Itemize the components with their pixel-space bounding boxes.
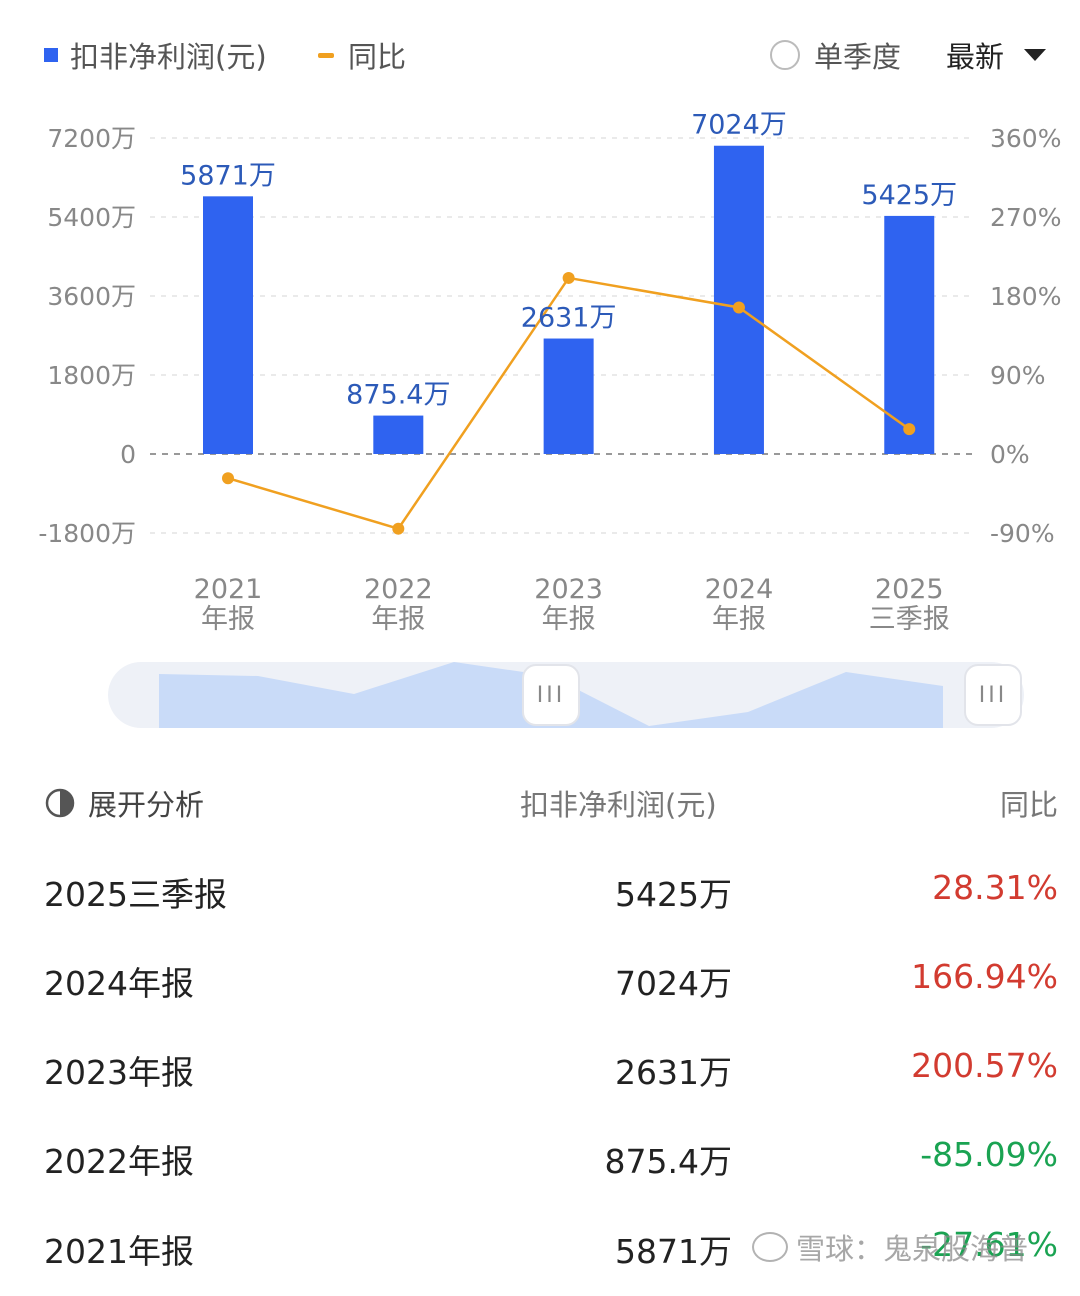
table-row[interactable]: 2022年报 875.4万 -85.09%	[0, 1135, 1080, 1195]
legend-profit[interactable]: 扣非净利润(元)	[44, 34, 267, 76]
table-row[interactable]: 2025三季报 5425万 28.31%	[0, 868, 1080, 928]
slider-right-handle[interactable]: III	[964, 664, 1022, 726]
bar	[543, 338, 594, 454]
row-value: 2631万	[615, 1053, 732, 1092]
latest-label: 最新	[946, 40, 1005, 74]
bar-data-label: 875.4万	[346, 380, 450, 411]
bar	[713, 145, 764, 455]
row-period: 2025三季报	[44, 875, 227, 914]
row-value: 5425万	[615, 875, 732, 914]
y-right-tick-label: -90%	[990, 519, 1055, 548]
bar	[373, 415, 424, 454]
bar	[203, 196, 253, 454]
col-header-profit: 扣非净利润(元)	[520, 788, 717, 822]
yoy-point	[222, 472, 234, 485]
x-tick-label: 年报	[201, 604, 255, 635]
latest-dropdown[interactable]: 最新	[946, 34, 1047, 76]
expand-analysis-button[interactable]: 展开分析	[44, 782, 204, 824]
bar-data-label: 5425万	[861, 180, 957, 211]
bar-data-label: 5871万	[180, 160, 276, 191]
table-row[interactable]: 2021年报 5871万 -27.61%	[0, 1225, 1080, 1285]
radio-icon[interactable]	[770, 40, 800, 70]
row-period: 2021年报	[44, 1232, 194, 1271]
y-right-tick-label: 0%	[990, 440, 1030, 469]
row-period: 2024年报	[44, 964, 194, 1003]
x-tick-label: 年报	[371, 604, 425, 635]
bar-data-label: 7024万	[691, 110, 787, 141]
legend-profit-swatch	[44, 48, 58, 62]
legend-profit-label: 扣非净利润(元)	[70, 40, 267, 74]
x-tick-label: 2022	[364, 574, 433, 605]
profit-chart: 5871万 875.4万 2631万 7024万 5425万 -1800万 0 1800万 3…	[38, 110, 1061, 635]
axis-layer: -1800万 0 1800万 3600万 5400万 7200万 -90% 0% 90% 180%…	[38, 124, 1061, 635]
y-left-tick-label: -1800万	[38, 519, 136, 548]
x-tick-label: 2025	[875, 574, 944, 605]
table-row[interactable]: 2023年报 2631万 200.57%	[0, 1046, 1080, 1106]
watermark: 雪球：鬼泉股海普	[752, 1226, 1028, 1268]
y-left-tick-label: 7200万	[47, 124, 136, 153]
row-yoy: -27.61%	[920, 1225, 1058, 1264]
chart-legend: 扣非净利润(元) 同比 单季度 最新	[0, 28, 1080, 78]
legend-yoy-swatch	[318, 52, 334, 58]
x-tick-label: 2023	[534, 574, 603, 605]
snowball-logo-icon	[752, 1232, 788, 1262]
row-value: 875.4万	[604, 1142, 732, 1181]
grid-layer	[150, 137, 975, 534]
col-header-yoy: 同比	[999, 788, 1058, 822]
x-tick-label: 年报	[542, 604, 596, 635]
bar-layer	[203, 145, 935, 455]
legend-yoy[interactable]: 同比	[318, 34, 406, 76]
legend-yoy-label: 同比	[348, 40, 407, 74]
bar-data-label: 2631万	[521, 303, 617, 334]
table-row[interactable]: 2024年报 7024万 166.94%	[0, 957, 1080, 1017]
bar	[884, 215, 935, 454]
row-yoy: 200.57%	[911, 1046, 1058, 1085]
row-yoy: 28.31%	[932, 868, 1058, 907]
y-right-tick-label: 360%	[990, 124, 1061, 153]
x-tick-label: 2021	[194, 574, 263, 605]
row-value: 7024万	[615, 964, 732, 1003]
row-period: 2022年报	[44, 1142, 194, 1181]
row-yoy: 166.94%	[911, 957, 1058, 996]
y-left-tick-label: 0	[120, 440, 136, 469]
expand-analysis-label: 展开分析	[88, 788, 205, 822]
range-slider[interactable]: III III	[108, 662, 1024, 728]
yoy-point	[732, 301, 745, 314]
yoy-point	[392, 522, 405, 535]
y-left-tick-label: 3600万	[47, 282, 136, 311]
row-value: 5871万	[615, 1232, 732, 1271]
row-yoy: -85.09%	[920, 1135, 1058, 1174]
y-right-tick-label: 270%	[990, 203, 1061, 232]
y-right-tick-label: 90%	[990, 361, 1046, 390]
x-tick-label: 2024	[705, 574, 774, 605]
x-tick-label: 年报	[712, 604, 766, 635]
y-left-tick-label: 5400万	[47, 203, 136, 232]
yoy-point	[562, 271, 575, 284]
single-quarter-label: 单季度	[814, 40, 902, 74]
y-left-tick-label: 1800万	[47, 361, 136, 390]
row-period: 2023年报	[44, 1053, 194, 1092]
watermark-text: 雪球：鬼泉股海普	[796, 1232, 1029, 1266]
line-layer	[222, 271, 916, 535]
caret-down-icon	[1024, 49, 1047, 61]
yoy-point	[903, 423, 916, 436]
pie-chart-icon	[45, 788, 75, 818]
single-quarter-toggle[interactable]: 单季度	[770, 34, 901, 76]
label-layer: 5871万 875.4万 2631万 7024万 5425万	[180, 110, 957, 411]
x-tick-label: 三季报	[869, 604, 950, 635]
slider-left-handle[interactable]: III	[522, 664, 580, 726]
y-right-tick-label: 180%	[990, 282, 1061, 311]
